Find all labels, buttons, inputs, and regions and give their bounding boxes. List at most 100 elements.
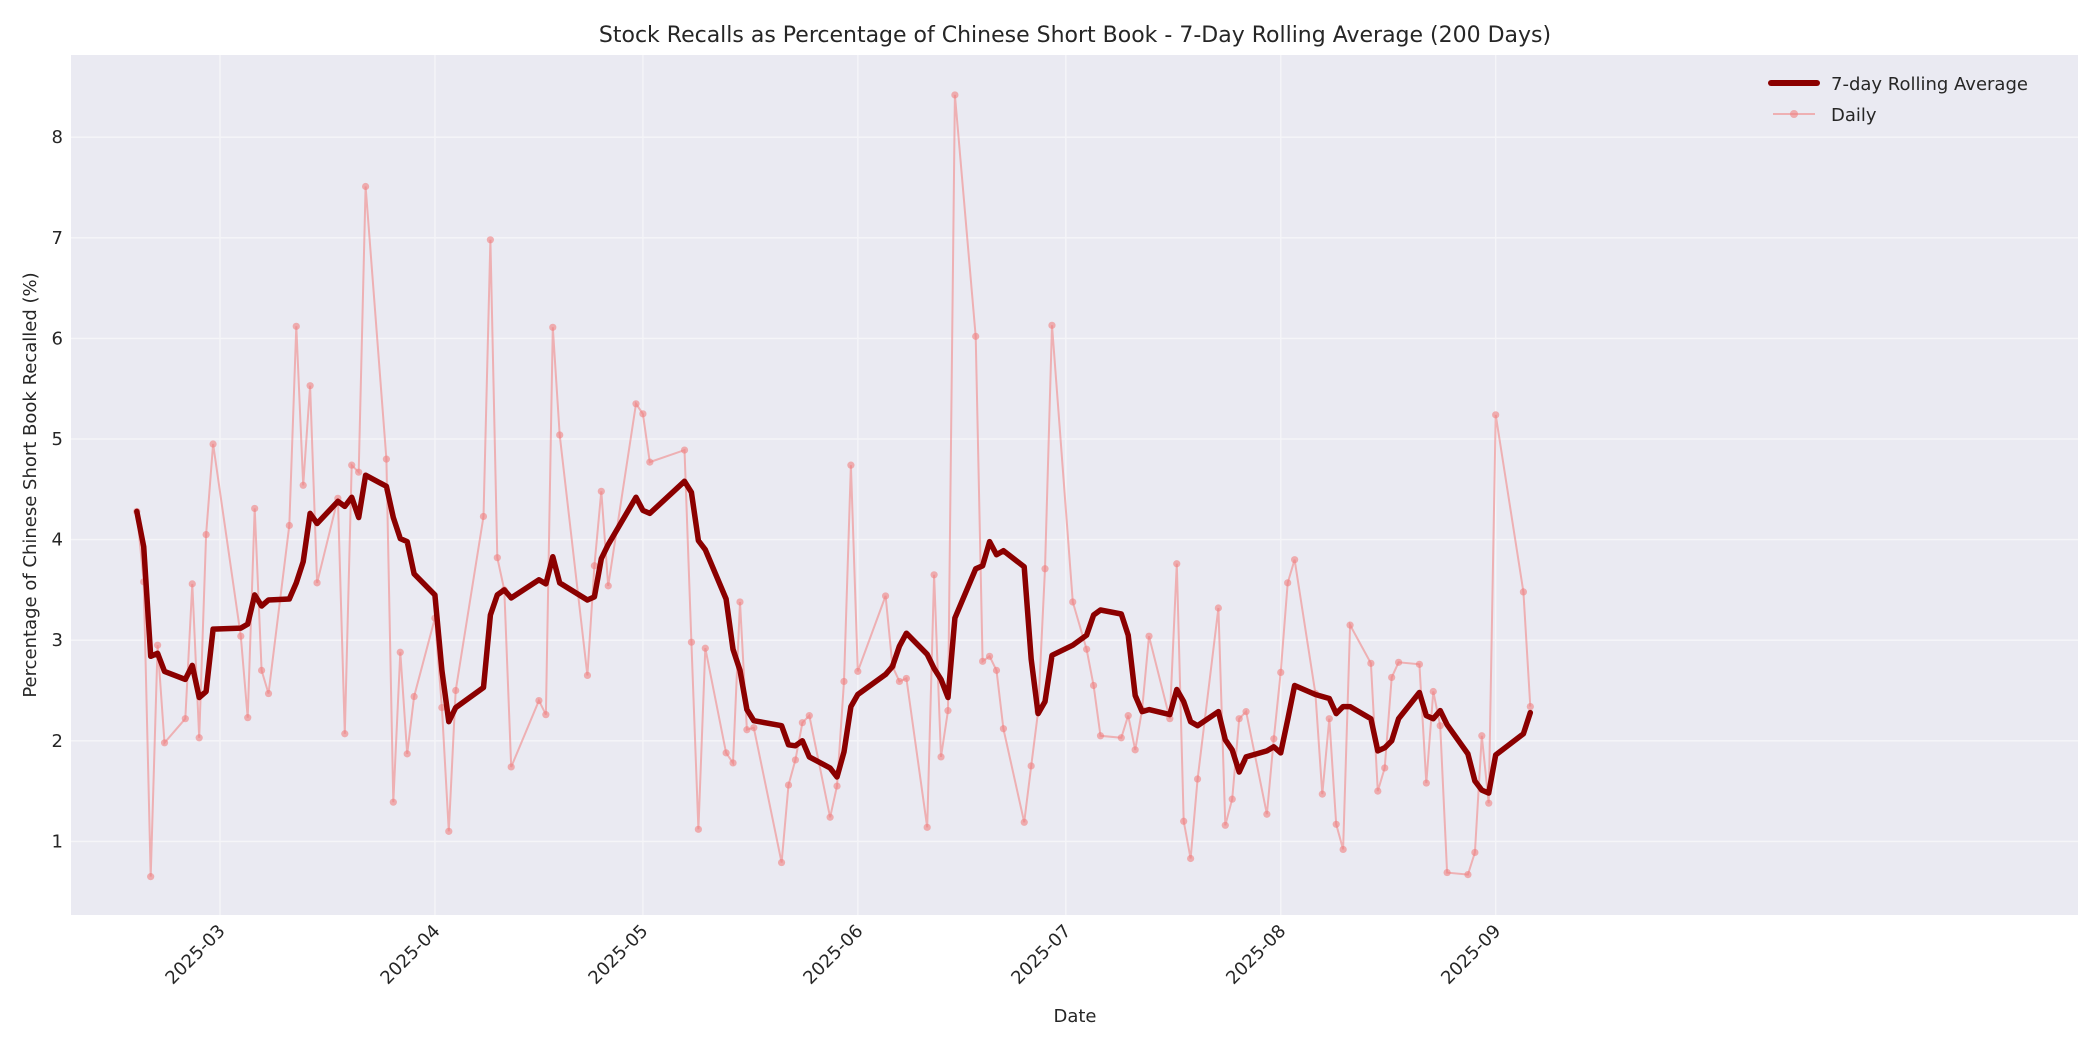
- daily-point: [1193, 775, 1202, 783]
- daily-point: [895, 677, 904, 686]
- x-tick-label: 2025-03: [161, 921, 229, 989]
- y-axis-ticks: 1 2 3 4 5 6 7 8: [52, 127, 63, 852]
- x-tick-label: 2025-04: [376, 921, 444, 989]
- daily-point: [951, 91, 959, 99]
- daily-point: [701, 644, 709, 652]
- daily-point: [410, 692, 418, 701]
- daily-point: [355, 468, 363, 476]
- daily-point: [1145, 632, 1153, 640]
- daily-point: [1318, 790, 1326, 798]
- daily-point: [195, 734, 203, 742]
- plot-area: [71, 55, 2078, 915]
- daily-point: [639, 410, 647, 418]
- daily-point: [542, 711, 550, 719]
- daily-point: [826, 813, 834, 821]
- daily-point: [743, 726, 751, 734]
- daily-point: [791, 756, 800, 764]
- daily-point: [257, 666, 266, 674]
- y-tick-label: 1: [52, 831, 63, 852]
- daily-point: [930, 571, 938, 579]
- daily-point: [1374, 787, 1382, 795]
- y-tick-label: 8: [52, 127, 63, 148]
- daily-point: [1228, 795, 1236, 803]
- rolling-average-line: [134, 472, 1534, 796]
- chart-title: Stock Recalls as Percentage of Chinese S…: [599, 23, 1551, 48]
- daily-point: [1381, 764, 1389, 772]
- y-tick-label: 2: [52, 731, 63, 752]
- daily-point: [1242, 708, 1250, 716]
- daily-point: [403, 750, 411, 758]
- daily-point: [847, 461, 855, 469]
- daily-point: [147, 873, 155, 881]
- daily-point: [777, 858, 786, 867]
- daily-point: [687, 638, 696, 646]
- daily-point: [729, 759, 737, 767]
- x-tick-label: 2025-08: [1222, 921, 1290, 989]
- daily-point: [1041, 565, 1049, 573]
- daily-point: [597, 487, 605, 495]
- x-tick-label: 2025-05: [584, 921, 652, 989]
- daily-point: [1089, 681, 1098, 690]
- x-tick-label: 2025-07: [1007, 921, 1075, 989]
- daily-point: [285, 521, 293, 530]
- daily-point: [264, 689, 273, 698]
- daily-point: [881, 592, 890, 600]
- daily-point: [1436, 722, 1444, 730]
- daily-point: [979, 657, 987, 665]
- daily-point: [1339, 845, 1347, 854]
- daily-point: [902, 674, 910, 683]
- daily-point: [798, 719, 806, 727]
- daily-point: [445, 827, 453, 835]
- daily-point: [1187, 854, 1195, 863]
- daily-point: [1464, 870, 1472, 879]
- daily-point: [188, 580, 196, 588]
- daily-point: [299, 481, 307, 489]
- daily-point: [438, 704, 446, 712]
- daily-point: [1325, 715, 1333, 723]
- daily-point: [1284, 579, 1292, 587]
- daily-point: [1221, 821, 1229, 829]
- daily-point: [646, 458, 654, 466]
- daily-point: [1096, 732, 1105, 740]
- daily-point: [1332, 820, 1340, 828]
- daily-point: [736, 598, 744, 606]
- daily-point: [722, 749, 730, 757]
- daily-point: [306, 382, 314, 390]
- daily-point: [840, 677, 848, 686]
- legend-rolling-label: 7-day Rolling Average: [1831, 74, 2028, 95]
- daily-point: [1519, 588, 1528, 596]
- daily-point: [389, 798, 397, 806]
- daily-point: [209, 440, 217, 448]
- daily-point: [1429, 687, 1437, 696]
- legend-daily-label: Daily: [1831, 105, 1877, 126]
- daily-point: [292, 322, 300, 330]
- daily-point: [160, 739, 169, 747]
- daily-point: [1131, 746, 1139, 754]
- legend: 7-day Rolling Average Daily: [1768, 74, 2028, 126]
- daily-point: [854, 667, 862, 675]
- daily-point: [237, 632, 245, 640]
- daily-point: [361, 182, 370, 191]
- daily-point: [999, 725, 1008, 733]
- daily-point: [1173, 560, 1181, 568]
- daily-point: [1048, 321, 1056, 329]
- daily-point: [486, 236, 494, 244]
- y-tick-label: 7: [52, 228, 63, 249]
- x-tick-label: 2025-09: [1437, 921, 1505, 989]
- y-axis-label: Percentage of Chinese Short Book Recalle…: [20, 272, 41, 697]
- daily-point: [992, 666, 1001, 674]
- y-tick-label: 4: [52, 530, 63, 551]
- daily-point: [1367, 659, 1375, 667]
- x-tick-label: 2025-06: [799, 921, 867, 989]
- y-tick-label: 5: [52, 429, 63, 450]
- daily-point: [313, 579, 321, 587]
- daily-point: [784, 781, 793, 789]
- daily-point: [1485, 799, 1493, 807]
- daily-point: [985, 652, 994, 660]
- daily-point: [556, 431, 564, 439]
- x-axis-ticks: 2025-03 2025-04 2025-05 2025-06 2025-07 2025-…: [161, 921, 1505, 989]
- daily-point: [1526, 702, 1534, 711]
- y-tick-label: 6: [52, 328, 63, 349]
- daily-point: [396, 648, 404, 656]
